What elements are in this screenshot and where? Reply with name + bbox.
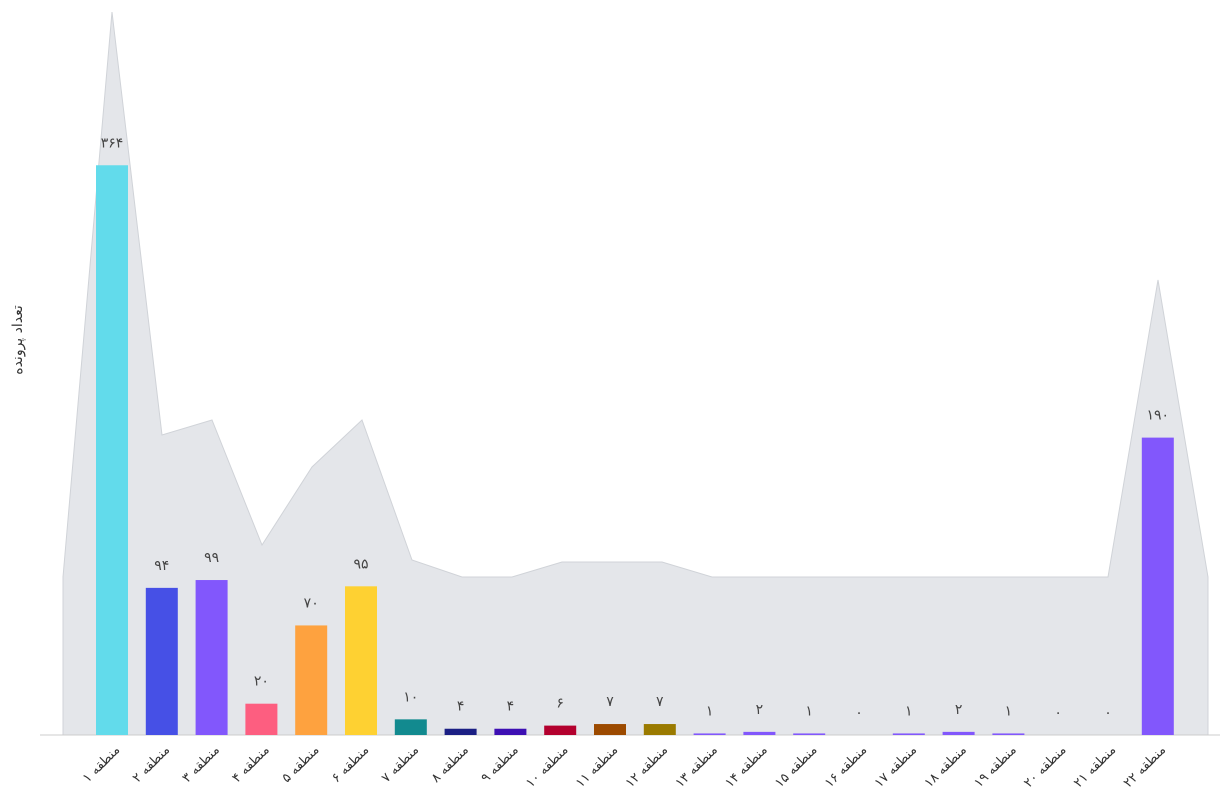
value-label: ۱	[1005, 703, 1013, 719]
value-label: ۰	[1054, 705, 1062, 721]
bar	[544, 725, 577, 735]
value-label: ۷	[656, 694, 664, 710]
value-label: ۱	[805, 703, 813, 719]
value-label: ۱	[905, 703, 913, 719]
x-tick-label: منطقه ۹	[478, 743, 521, 786]
value-label: ۰	[855, 705, 863, 721]
bar	[245, 703, 278, 735]
x-tick-label: منطقه ۱۷	[872, 743, 920, 791]
x-tick-label: منطقه ۴	[229, 743, 272, 786]
x-tick-label: منطقه ۳	[180, 743, 223, 786]
background-area	[62, 11, 1209, 736]
value-label: ۲۰	[254, 674, 269, 690]
value-label: ۹۹	[204, 550, 219, 566]
x-tick-label: منطقه ۲	[130, 743, 173, 786]
value-label: ۷	[606, 694, 614, 710]
bar	[992, 733, 1025, 735]
bar	[892, 733, 925, 735]
y-axis-label: تعداد پرونده	[10, 305, 26, 375]
value-label: ۱	[706, 703, 714, 719]
x-tick-label: منطقه ۲۱	[1071, 743, 1119, 791]
x-tick-label: منطقه ۲۰	[1021, 743, 1069, 791]
x-tick-label: منطقه ۱۴	[722, 743, 770, 791]
value-label: ۲	[955, 702, 963, 718]
bar	[942, 731, 975, 735]
value-label: ۱۹۰	[1147, 408, 1170, 424]
bar	[295, 625, 328, 735]
x-tick-label: منطقه ۱۹	[971, 743, 1019, 791]
bar	[793, 733, 826, 735]
value-label: ۳۶۴	[101, 135, 124, 151]
value-label: ۲	[756, 702, 764, 718]
bar	[1141, 437, 1174, 735]
x-tick-label: منطقه ۷	[379, 743, 422, 786]
bar	[394, 719, 427, 735]
bar	[195, 580, 228, 735]
x-tick-label: منطقه ۱	[80, 743, 123, 786]
x-tick-label: منطقه ۱۳	[673, 743, 721, 791]
value-label: ۱۰	[403, 689, 418, 705]
x-tick-label: منطقه ۱۱	[573, 743, 621, 791]
x-tick-label: منطقه ۸	[429, 743, 472, 786]
value-label: ۷۰	[304, 595, 319, 611]
bar	[444, 728, 477, 735]
x-tick-label: منطقه ۵	[279, 743, 322, 786]
x-tick-label: منطقه ۱۵	[772, 743, 820, 791]
bar	[145, 587, 178, 735]
x-tick-label: منطقه ۱۰	[523, 743, 571, 791]
x-tick-label: منطقه ۱۸	[922, 743, 970, 791]
bar	[643, 724, 676, 735]
value-label: ۰	[1104, 705, 1112, 721]
bar	[594, 724, 626, 735]
value-label: ۴	[457, 699, 465, 715]
value-label: ۴	[507, 699, 515, 715]
x-tick-label: منطقه ۱۲	[623, 743, 671, 791]
bar	[743, 731, 776, 735]
x-tick-label: منطقه ۶	[329, 743, 372, 786]
x-tick-label: منطقه ۱۶	[822, 743, 870, 791]
bar	[494, 728, 527, 735]
x-tick-label: منطقه ۲۲	[1121, 743, 1169, 791]
bar	[96, 165, 128, 735]
value-label: ۹۴	[154, 558, 169, 574]
bar	[345, 586, 377, 735]
bar	[693, 733, 726, 735]
value-label: ۹۵	[353, 556, 368, 572]
value-label: ۶	[556, 696, 564, 712]
